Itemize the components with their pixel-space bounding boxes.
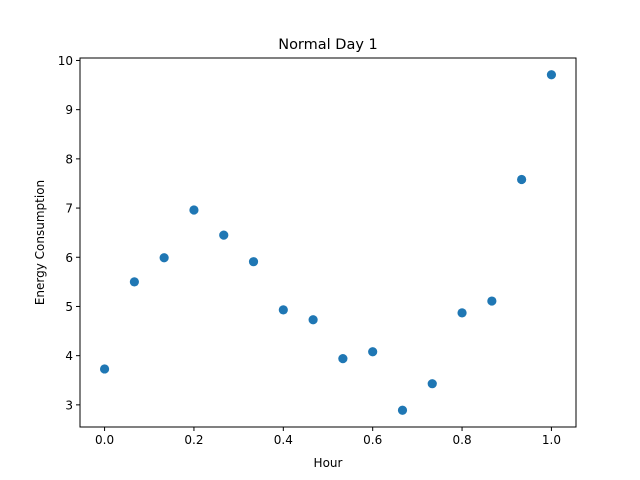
data-point — [517, 174, 527, 185]
y-tick-label: 7 — [65, 202, 73, 216]
y-tick-label: 3 — [65, 398, 73, 412]
data-point — [338, 354, 348, 364]
data-point — [368, 347, 378, 357]
x-tick-label: 0.8 — [453, 433, 472, 447]
y-axis: 3 4 5 6 7 8 9 10 — [58, 54, 80, 412]
x-tick-label: 0.6 — [363, 433, 382, 447]
x-tick-label: 0.0 — [95, 433, 114, 447]
y-axis-label: Energy Consumption — [33, 180, 47, 305]
plot-area — [99, 70, 557, 415]
data-point — [308, 315, 318, 325]
data-point — [457, 308, 467, 318]
x-tick-label: 0.4 — [274, 433, 293, 447]
data-point — [278, 305, 288, 315]
data-point — [219, 230, 229, 240]
x-axis: 0.0 0.2 0.4 0.6 0.8 1.0 — [95, 427, 561, 447]
data-point — [546, 70, 557, 80]
data-point — [248, 257, 259, 267]
x-tick-label: 1.0 — [542, 433, 561, 447]
axes-frame — [79, 57, 577, 428]
x-axis-label: Hour — [314, 456, 343, 470]
data-point — [427, 379, 437, 389]
data-point — [99, 364, 110, 374]
y-tick-label: 4 — [65, 349, 73, 363]
data-point — [189, 205, 199, 215]
data-point — [487, 296, 497, 306]
y-tick-label: 5 — [65, 300, 73, 314]
y-tick-label: 9 — [65, 103, 73, 117]
data-point — [129, 277, 139, 287]
data-point — [159, 253, 169, 263]
chart-title: Normal Day 1 — [278, 37, 378, 53]
x-tick-label: 0.2 — [184, 433, 203, 447]
y-tick-label: 6 — [65, 251, 73, 265]
y-tick-label: 10 — [58, 54, 73, 68]
y-tick-label: 8 — [65, 152, 73, 166]
data-point — [397, 405, 408, 415]
